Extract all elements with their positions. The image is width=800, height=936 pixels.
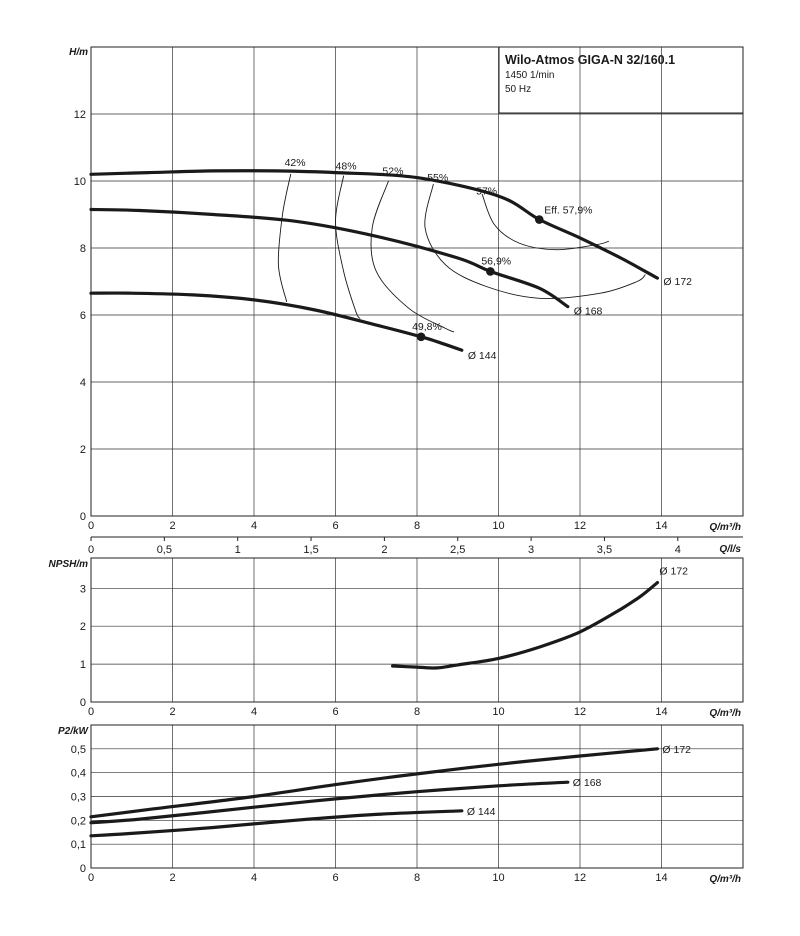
best-efficiency-point	[534, 215, 544, 224]
y-tick-label: 0,4	[71, 768, 86, 780]
y-tick-label: 2	[80, 621, 86, 633]
secondary-x-tick-label: 0	[88, 544, 94, 556]
y-tick-label: 4	[80, 377, 86, 389]
x-tick-label: 14	[655, 872, 667, 884]
x-tick-label: 4	[251, 706, 257, 718]
efficiency-label: 57%	[476, 185, 497, 197]
x-axis-title: Q/m³/h	[709, 708, 741, 719]
series-label: Ø 168	[573, 777, 602, 789]
series-label: Ø 144	[468, 350, 497, 362]
plot-frame	[90, 724, 744, 869]
best-efficiency-point	[486, 267, 495, 276]
secondary-x-tick-label: 1	[235, 544, 241, 556]
secondary-x-tick-label: 4	[675, 544, 681, 556]
y-tick-label: 0,5	[71, 744, 86, 756]
y-tick-label: 1	[80, 659, 86, 671]
x-tick-label: 10	[492, 872, 504, 884]
x-tick-label: 2	[169, 872, 175, 884]
efficiency-iso-line	[335, 175, 361, 319]
series-line	[89, 169, 659, 280]
secondary-x-tick-label: 2	[381, 544, 387, 556]
series-label: Ø 172	[663, 276, 692, 288]
plot-frame	[90, 557, 744, 703]
y-axis-title: H/m	[69, 47, 88, 58]
series-line	[391, 581, 659, 670]
efficiency-iso-line	[370, 180, 455, 333]
x-tick-label: 0	[88, 520, 94, 532]
x-tick-label: 8	[414, 872, 420, 884]
y-tick-label: 3	[80, 583, 86, 595]
efficiency-label: 42%	[285, 157, 306, 169]
y-tick-label: 0,2	[71, 815, 86, 827]
x-tick-label: 4	[251, 872, 257, 884]
efficiency-iso-line	[481, 193, 609, 251]
x-tick-label: 12	[574, 706, 586, 718]
secondary-x-tick-label: 3,5	[597, 544, 612, 556]
y-tick-label: 0,1	[71, 839, 86, 851]
x-tick-label: 8	[414, 706, 420, 718]
y-axis-title: NPSH/m	[49, 559, 89, 570]
efficiency-label: 48%	[336, 160, 357, 172]
x-tick-label: 2	[169, 706, 175, 718]
x-tick-label: 2	[169, 520, 175, 532]
secondary-x-axis-title: Q/l/s	[719, 544, 741, 555]
x-tick-label: 14	[655, 520, 667, 532]
series-label: Ø 172	[662, 744, 691, 756]
secondary-x-tick-label: 1,5	[303, 544, 318, 556]
x-axis-title: Q/m³/h	[709, 522, 741, 533]
series-line	[89, 747, 659, 819]
series-line	[89, 207, 570, 309]
series-label: Ø 172	[659, 566, 688, 578]
x-tick-label: 6	[332, 520, 338, 532]
secondary-x-tick-label: 2,5	[450, 544, 465, 556]
series-line	[89, 291, 464, 352]
chart-title: Wilo-Atmos GIGA-N 32/160.1	[505, 53, 675, 67]
x-tick-label: 0	[88, 706, 94, 718]
efficiency-point-label: 56,9%	[481, 255, 511, 267]
x-axis-title: Q/m³/h	[709, 874, 741, 885]
chart-subtitle-frequency: 50 Hz	[505, 84, 531, 95]
y-axis-title: P2/kW	[58, 726, 90, 737]
series-label: Ø 144	[467, 806, 496, 818]
plot-frame	[90, 46, 744, 517]
x-tick-label: 8	[414, 520, 420, 532]
series-label: Ø 168	[574, 306, 603, 318]
y-tick-label: 0	[80, 697, 86, 709]
x-tick-label: 10	[492, 520, 504, 532]
chart-subtitle-speed: 1450 1/min	[505, 70, 554, 81]
secondary-x-tick-label: 3	[528, 544, 534, 556]
y-tick-label: 8	[80, 243, 86, 255]
y-tick-label: 12	[74, 109, 86, 121]
efficiency-point-label: 49,8%	[412, 321, 442, 333]
y-tick-label: 0	[80, 863, 86, 875]
efficiency-iso-line	[277, 173, 292, 303]
efficiency-label: 52%	[382, 165, 403, 177]
efficiency-point-label: Eff. 57,9%	[544, 205, 592, 217]
best-efficiency-point	[416, 332, 426, 342]
x-tick-label: 14	[655, 706, 667, 718]
secondary-x-tick-label: 0,5	[157, 544, 172, 556]
series-line	[89, 780, 570, 825]
x-tick-label: 0	[88, 872, 94, 884]
x-tick-label: 10	[492, 706, 504, 718]
y-tick-label: 6	[80, 310, 86, 322]
y-tick-label: 10	[74, 176, 86, 188]
x-tick-label: 6	[332, 872, 338, 884]
efficiency-iso-line	[424, 183, 646, 299]
y-tick-label: 0	[80, 511, 86, 523]
y-tick-label: 0,3	[71, 792, 86, 804]
x-tick-label: 6	[332, 706, 338, 718]
x-tick-label: 4	[251, 520, 257, 532]
x-tick-label: 12	[574, 520, 586, 532]
series-line	[89, 809, 464, 838]
x-tick-label: 12	[574, 872, 586, 884]
title-box: Wilo-Atmos GIGA-N 32/160.1 1450 1/min 50…	[498, 46, 744, 114]
efficiency-label: 55%	[427, 172, 448, 184]
y-tick-label: 2	[80, 444, 86, 456]
